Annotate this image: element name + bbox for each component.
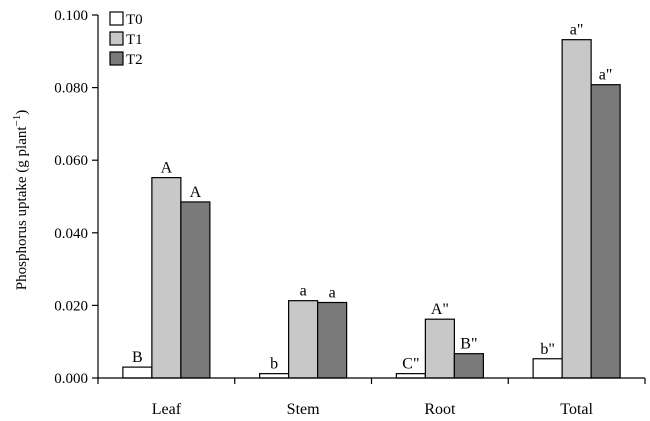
- bar-significance-label: a": [570, 22, 584, 39]
- y-tick-label: 0.020: [54, 298, 88, 314]
- bar-t0-total: [532, 358, 563, 379]
- legend: T0 T1 T2: [109, 11, 143, 68]
- bar-significance-label: a": [599, 67, 613, 84]
- bar-labels-layer: B AAb a a C" A" B" b" a" a": [132, 22, 612, 373]
- bar-t1-root: [424, 318, 455, 379]
- y-ticks-layer: 0.000 0.020 0.040 0.060 0.080 0.100: [54, 8, 98, 387]
- bar-t0-stem: [259, 373, 290, 379]
- bar-t1-stem: [288, 300, 319, 379]
- x-category-label: Total: [560, 401, 593, 418]
- y-tick-label: 0.080: [54, 81, 88, 97]
- bar-t0-leaf: [122, 366, 153, 379]
- bar-t0-root: [395, 373, 426, 379]
- bar-t1-leaf: [151, 177, 182, 379]
- bar-t2-root: [453, 353, 484, 379]
- y-axis-label-close: ): [14, 110, 30, 115]
- legend-label: T2: [126, 52, 143, 68]
- y-tick-label: 0.000: [54, 371, 88, 387]
- legend-label: T1: [126, 32, 143, 48]
- bar-significance-label: B": [460, 336, 477, 353]
- x-category-label: Root: [424, 401, 456, 418]
- bar-t2-total: [590, 84, 621, 379]
- legend-swatch-t2: [109, 51, 124, 66]
- bars-layer: [122, 39, 621, 379]
- bar-significance-label: A: [161, 160, 173, 177]
- legend-swatch-t1: [109, 31, 124, 46]
- bar-significance-label: B: [132, 349, 143, 366]
- y-axis-label: Phosphorus uptake (g plant−1): [11, 110, 30, 290]
- legend-swatch-t0: [109, 11, 124, 26]
- y-tick-label: 0.040: [54, 226, 88, 242]
- bar-significance-label: A: [190, 184, 202, 201]
- legend-label: T0: [126, 12, 143, 28]
- bar-significance-label: a: [329, 284, 336, 301]
- y-tick-label: 0.060: [54, 153, 88, 169]
- bar-significance-label: a: [300, 283, 307, 300]
- bar-t2-leaf: [180, 201, 211, 379]
- y-axis-label-superscript: −1: [11, 115, 23, 127]
- bar-significance-label: A": [431, 301, 449, 318]
- x-category-label: Stem: [287, 401, 320, 418]
- bar-t1-total: [561, 39, 592, 379]
- x-ticks-layer: Leaf Stem Root Total: [97, 378, 646, 418]
- x-category-label: Leaf: [152, 401, 182, 418]
- y-tick-label: 0.100: [54, 8, 88, 24]
- bar-t2-stem: [317, 301, 348, 379]
- y-axis-label-main: Phosphorus uptake (g plant: [14, 126, 30, 291]
- bar-significance-label: C": [402, 356, 419, 373]
- bar-significance-label: b": [540, 341, 555, 358]
- bar-significance-label: b: [270, 356, 278, 373]
